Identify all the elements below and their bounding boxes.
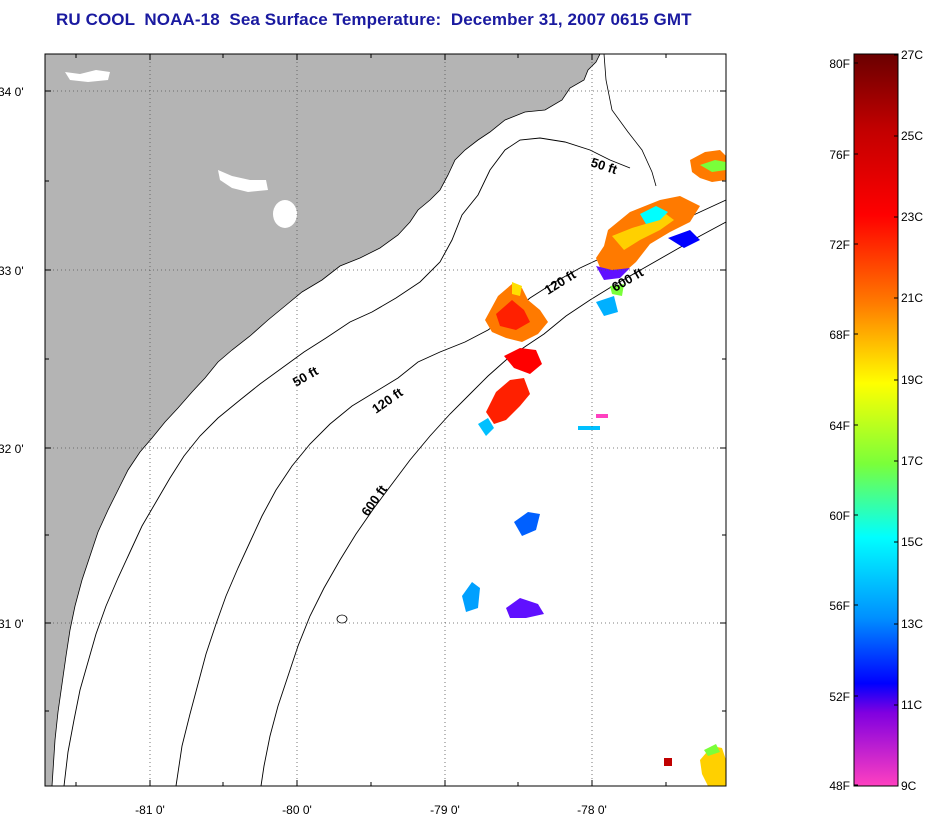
colorbar-c-label: 17C — [901, 454, 923, 468]
colorbar-f-label: 72F — [829, 238, 850, 252]
colorbar-gradient — [853, 53, 899, 787]
land — [45, 54, 600, 786]
colorbar-f-label: 48F — [829, 779, 850, 793]
lat-label-34: 34 0' — [0, 85, 24, 99]
map-area — [45, 54, 726, 786]
lon-label-81: -81 0' — [135, 803, 165, 817]
colorbar-f-label: 64F — [829, 419, 850, 433]
lat-label-31: 31 0' — [0, 617, 24, 631]
coastline — [51, 54, 601, 786]
colorbar-c-label: 23C — [901, 210, 923, 224]
colorbar-c-label: 11C — [901, 698, 922, 712]
colorbar-c-label: 15C — [901, 535, 923, 549]
colorbar-f-label: 52F — [829, 690, 850, 704]
land-ne — [600, 54, 726, 175]
lake — [218, 170, 268, 192]
colorbar-f-label: 68F — [829, 328, 850, 342]
colorbar-f-label: 76F — [829, 148, 850, 162]
map-frame — [44, 53, 727, 787]
lat-label-32: 32 0' — [0, 442, 24, 456]
map-title: RU COOL NOAA-18 Sea Surface Temperature:… — [56, 10, 692, 29]
lon-label-78: -78 0' — [577, 803, 607, 817]
colorbar-ticks — [854, 54, 898, 787]
lon-label-79: -79 0' — [430, 803, 460, 817]
sst-patches — [462, 150, 726, 786]
isobath-50ft — [63, 137, 631, 786]
lake — [65, 70, 110, 82]
colorbar-f-label: 80F — [829, 57, 850, 71]
map-ticks — [45, 54, 726, 786]
isobath-600ft — [260, 221, 726, 786]
colorbar-c-label: 13C — [901, 617, 923, 631]
colorbar: 80F 76F 72F 68F 64F 60F 56F 52F 48F 27C … — [829, 48, 923, 793]
graticule — [45, 54, 726, 786]
colorbar-c-label: 27C — [901, 48, 923, 62]
colorbar-c-label: 19C — [901, 373, 923, 387]
colorbar-c-label: 21C — [901, 291, 923, 305]
colorbar-f-label: 56F — [829, 599, 850, 613]
colorbar-c-label: 9C — [901, 779, 917, 793]
lat-label-33: 33 0' — [0, 264, 24, 278]
colorbar-c-label: 25C — [901, 129, 923, 143]
lon-label-80: -80 0' — [282, 803, 312, 817]
coastline-ne — [603, 54, 657, 187]
colorbar-f-label: 60F — [829, 509, 850, 523]
lake — [273, 200, 297, 228]
isobath-120ft — [175, 199, 726, 786]
